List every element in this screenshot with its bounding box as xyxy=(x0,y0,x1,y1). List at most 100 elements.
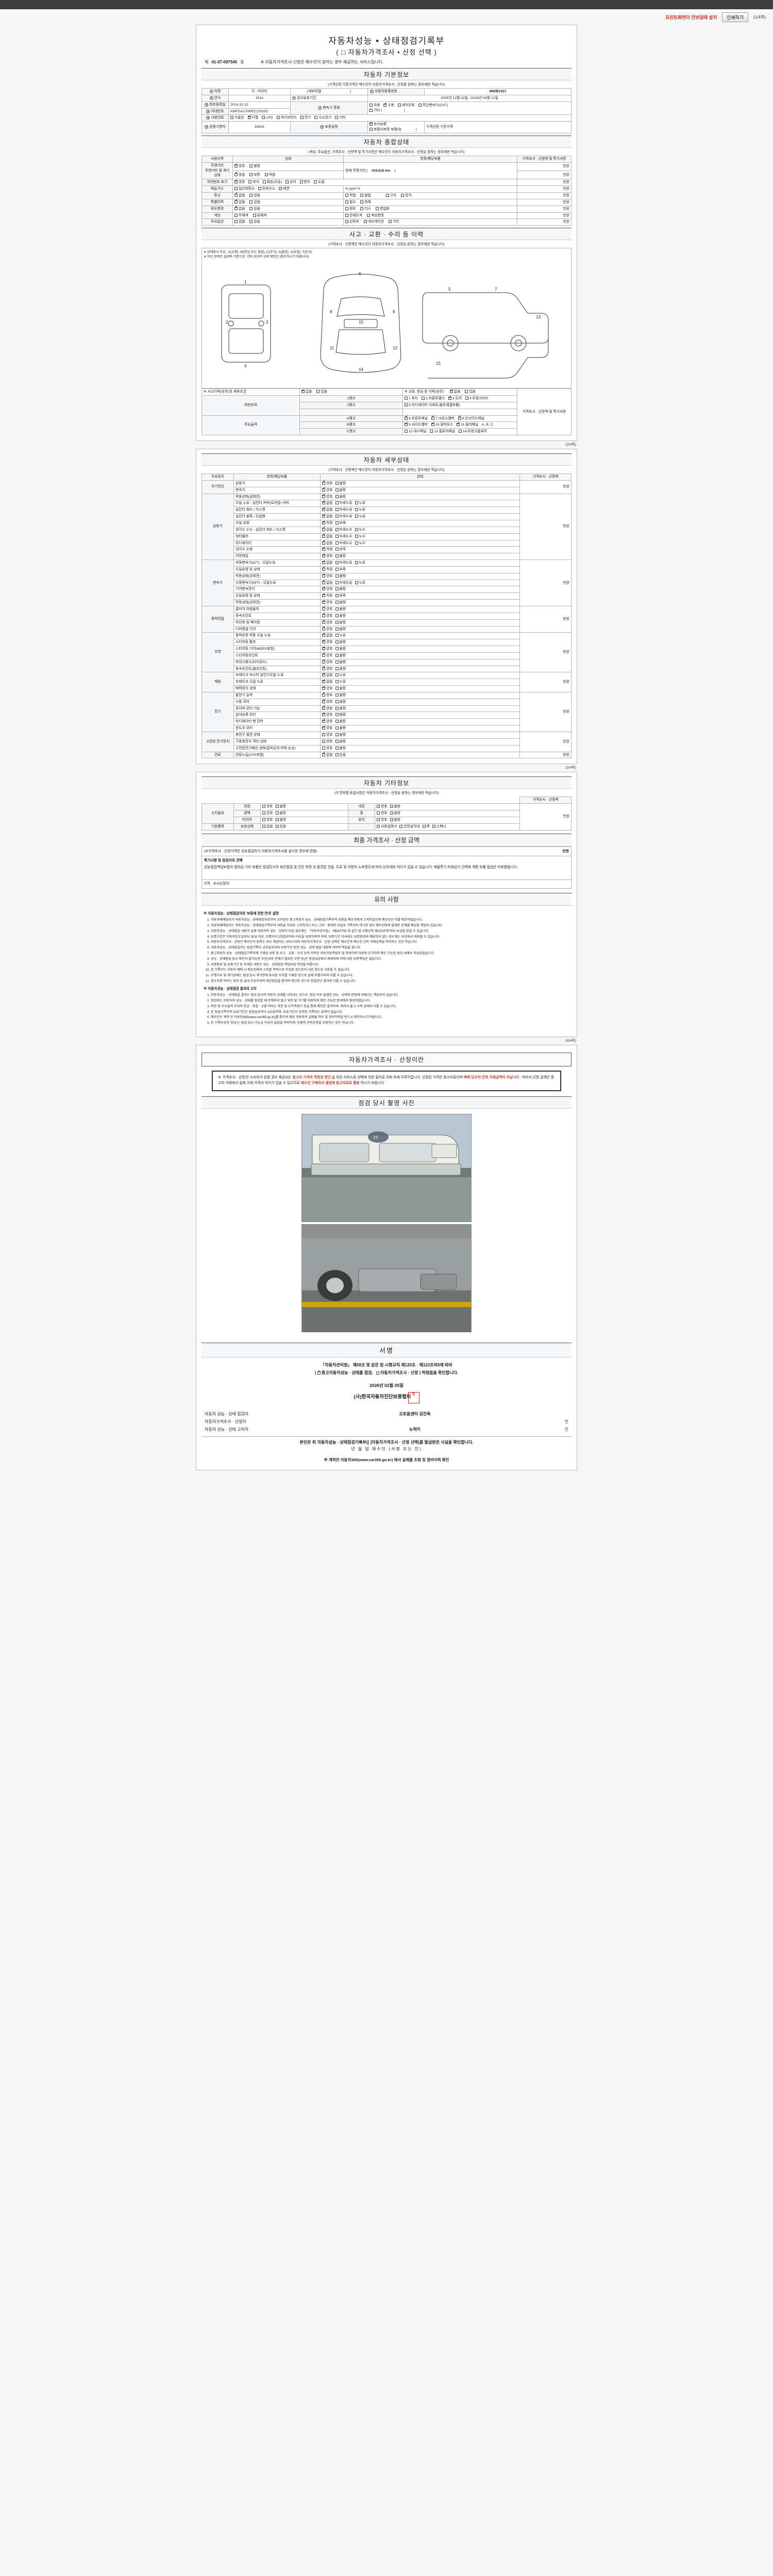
opt-d1-9-0[interactable]: 양호 xyxy=(322,553,333,559)
opt-e0-0L-0[interactable]: 양호 xyxy=(262,804,273,809)
opt-trans-2[interactable]: 세미오토 xyxy=(397,103,415,108)
opt-d6-2-0[interactable]: 양호 xyxy=(322,705,333,711)
opt-lease[interactable]: 리스 xyxy=(360,207,371,212)
opt-gauge-2[interactable]: 적음 xyxy=(264,173,275,178)
opt-vin-4[interactable]: 변조 xyxy=(299,180,310,185)
opt-color-change[interactable]: 색상변경 xyxy=(366,213,384,218)
opt-d2-1-0[interactable]: 적정 xyxy=(322,566,333,572)
opt-d2-5-1[interactable]: 부족 xyxy=(335,594,346,599)
opt-fuel-3[interactable]: 하이브리드 xyxy=(276,115,297,121)
opt-d2-5-0[interactable]: 적정 xyxy=(322,593,333,599)
opt-d2-2-1[interactable]: 불량 xyxy=(335,574,346,579)
opt-d6-3-1[interactable]: 불량 xyxy=(335,713,346,718)
opt-trunk-floor[interactable]: 14.트렁크플로어 xyxy=(458,429,487,434)
opt-vin-2[interactable]: 훼손(오손) xyxy=(262,180,282,185)
opt-e0-1L-0[interactable]: 양호 xyxy=(262,811,273,816)
opt-d1-8-1[interactable]: 부족 xyxy=(335,547,346,552)
opt-d2-4-1[interactable]: 불량 xyxy=(335,587,346,592)
opt-warranty-1[interactable]: 보험사보증 보험사[ ] xyxy=(369,127,417,132)
opt-purpose-1[interactable]: 있음 xyxy=(249,207,260,212)
opt-e0-2R-0[interactable]: 양호 xyxy=(377,818,388,823)
opt-d3-2-1[interactable]: 불량 xyxy=(335,620,346,625)
opt-d5-0-0[interactable]: 없음 xyxy=(322,672,333,678)
opt-front-panel[interactable]: 6.프론트패널 xyxy=(405,415,428,421)
opt-e0-1L-1[interactable]: 불량 xyxy=(275,811,286,816)
opt-d6-2-1[interactable]: 불량 xyxy=(335,706,346,711)
opt-color-0[interactable]: 무채색 xyxy=(234,213,248,218)
opt-fuel-2[interactable]: LPG xyxy=(262,115,273,121)
opt-fire[interactable]: 화재 xyxy=(360,200,371,205)
opt-d2-3-1[interactable]: 미세누유 xyxy=(335,581,352,586)
opt-tuning-legal[interactable]: 적법 xyxy=(345,193,356,198)
opt-d3-0-1[interactable]: 불량 xyxy=(335,607,346,612)
opt-d3-3-0[interactable]: 양호 xyxy=(322,626,333,632)
opt-d1-3-0[interactable]: 없음 xyxy=(322,514,333,519)
opt-d1-2-0[interactable]: 없음 xyxy=(322,507,333,513)
opt-fuel-5[interactable]: 수소전기 xyxy=(314,115,331,121)
opt-trans-1[interactable]: 수동 xyxy=(383,103,394,108)
opt-accident-none[interactable]: 없음 xyxy=(301,389,312,395)
opt-cross-member[interactable]: 7.크로스멤버 xyxy=(431,415,455,421)
opt-inside-panel[interactable]: 8.인사이드패널 xyxy=(458,415,484,421)
opt-d1-7-1[interactable]: 미세누수 xyxy=(335,541,352,546)
opt-e1-0R-3[interactable]: 스패너 xyxy=(432,824,446,829)
opt-trans-0[interactable]: 자동 xyxy=(369,103,380,108)
opt-flood[interactable]: 침수 xyxy=(345,200,356,205)
opt-d1-1-2[interactable]: 누유 xyxy=(355,501,365,506)
opt-pillar-panel[interactable]: 11.필러패널 xyxy=(457,422,478,428)
opt-front-fender[interactable]: 2.프론트휀더 xyxy=(422,396,445,401)
opt-gauge-1[interactable]: 보통 xyxy=(249,173,260,178)
opt-gauge-0[interactable]: 많음 xyxy=(234,172,245,178)
opt-trans-etc[interactable]: 기타 ( ) xyxy=(369,108,405,113)
opt-vin-1[interactable]: 부식 xyxy=(248,180,259,185)
opt-d4-2-1[interactable]: 불량 xyxy=(335,647,346,652)
opt-wheel-house[interactable]: 10.휠하우스 xyxy=(431,422,453,428)
opt-tuning-structure[interactable]: 구조 xyxy=(385,193,396,198)
opt-tuning-1[interactable]: 있음 xyxy=(249,193,260,198)
opt-d6-4-1[interactable]: 불량 xyxy=(335,719,346,724)
opt-d6-1-0[interactable]: 양호 xyxy=(322,699,333,705)
opt-d2-4-0[interactable]: 양호 xyxy=(322,586,333,592)
opt-commercial[interactable]: 영업용 xyxy=(375,207,390,212)
opt-d1-0-0[interactable]: 양호 xyxy=(322,494,333,500)
opt-d1-5-1[interactable]: 미세누수 xyxy=(335,528,352,533)
opt-d2-6-0[interactable]: 양호 xyxy=(322,600,333,605)
opt-d4-2-0[interactable]: 양호 xyxy=(322,646,333,652)
opt-d0-1-0[interactable]: 양호 xyxy=(322,487,333,493)
opt-d7-2-1[interactable]: 불량 xyxy=(335,746,346,751)
opt-d6-5-1[interactable]: 불량 xyxy=(335,726,346,731)
opt-full-paint[interactable]: 전체도색 xyxy=(345,213,362,218)
opt-d4-5-1[interactable]: 불량 xyxy=(335,667,346,672)
opt-vin-0[interactable]: 양호 xyxy=(234,179,245,185)
opt-d1-8-0[interactable]: 적정 xyxy=(322,547,333,552)
opt-tuning-0[interactable]: 없음 xyxy=(234,192,245,198)
opt-d1-5-2[interactable]: 누수 xyxy=(355,528,365,533)
opt-tuning-illegal[interactable]: 불법 xyxy=(360,193,371,198)
opt-d6-5-0[interactable]: 양호 xyxy=(322,725,333,731)
opt-e0-0R-0[interactable]: 양호 xyxy=(377,804,388,809)
opt-d1-2-2[interactable]: 누유 xyxy=(355,507,365,513)
opt-d4-0-1[interactable]: 누유 xyxy=(335,633,346,638)
opt-d1-9-1[interactable]: 불량 xyxy=(335,554,346,559)
opt-e1-0R-2[interactable]: 잭 xyxy=(422,824,430,829)
opt-mileage-good[interactable]: 양호 xyxy=(234,163,245,169)
opt-vin-5[interactable]: 도말 xyxy=(314,180,325,185)
opt-color-1[interactable]: 유채색 xyxy=(253,213,266,218)
opt-d0-0-0[interactable]: 양호 xyxy=(322,480,333,486)
opt-d4-1-0[interactable]: 양호 xyxy=(322,639,333,645)
opt-hood[interactable]: 1.후드 xyxy=(405,396,418,401)
opt-e0-1R-1[interactable]: 불량 xyxy=(390,811,400,816)
opt-d7-0-0[interactable]: 양호 xyxy=(322,733,333,738)
opt-d4-4-1[interactable]: 불량 xyxy=(335,660,346,665)
opt-d5-1-1[interactable]: 누유 xyxy=(335,680,346,685)
print-button[interactable]: 인쇄하기 xyxy=(722,12,749,22)
opt-e1-0R-1[interactable]: 안전삼각대 xyxy=(399,824,420,829)
opt-d1-0-1[interactable]: 불량 xyxy=(335,495,346,500)
opt-fuel-4[interactable]: 전기 xyxy=(300,115,311,121)
opt-e0-2L-0[interactable]: 양호 xyxy=(262,818,273,823)
opt-d5-2-1[interactable]: 불량 xyxy=(335,686,346,691)
opt-d6-0-0[interactable]: 양호 xyxy=(322,692,333,698)
opt-fuel-6[interactable]: 기타 xyxy=(335,115,346,121)
opt-d2-3-2[interactable]: 누유 xyxy=(355,581,365,586)
opt-d7-0-1[interactable]: 불량 xyxy=(335,733,346,738)
